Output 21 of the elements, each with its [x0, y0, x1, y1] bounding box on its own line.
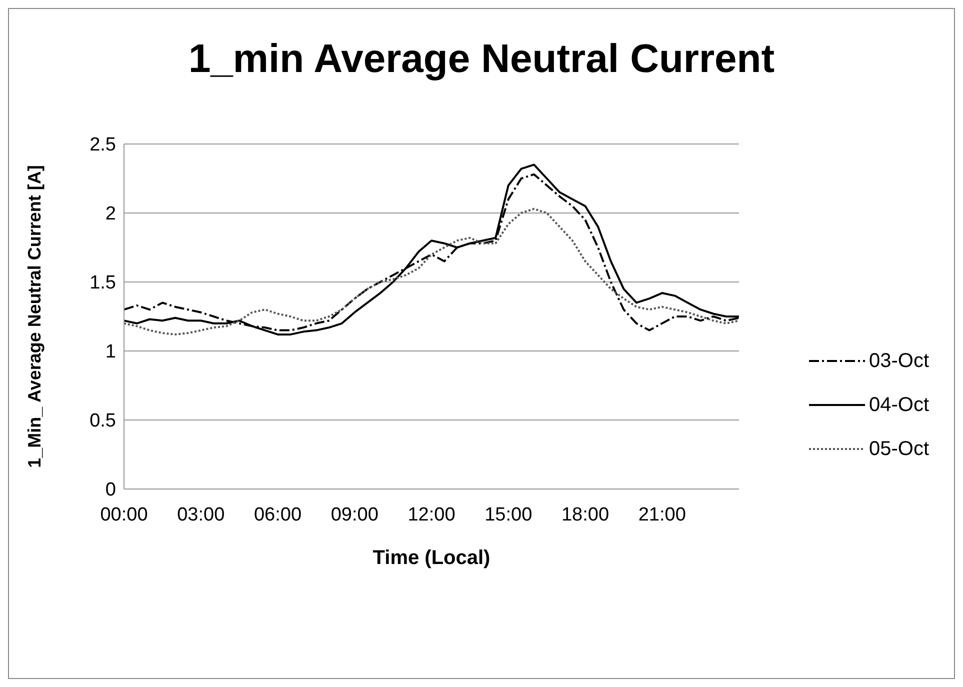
- line-series: [124, 208, 739, 336]
- legend-label: 05-Oct: [869, 438, 930, 460]
- y-tick-label: 2.5: [90, 134, 116, 156]
- y-axis-title: 1_Min_ Average Neutral Current [A]: [24, 165, 44, 468]
- x-tick-label: 12:00: [408, 504, 456, 526]
- legend-label: 04-Oct: [869, 394, 930, 416]
- x-tick-label: 18:00: [561, 504, 610, 526]
- y-tick-label: 0: [105, 480, 116, 501]
- y-tick-label: 2: [105, 204, 116, 225]
- chart-title: 1_min Average Neutral Current: [187, 37, 776, 82]
- legend-label: 03-Oct: [869, 350, 930, 372]
- x-tick-label: 03:00: [177, 504, 225, 526]
- x-tick-label: 09:00: [330, 504, 378, 526]
- x-tick-label: 15:00: [484, 504, 532, 526]
- y-tick-label: 0.5: [90, 410, 116, 432]
- x-tick-label: 00:00: [100, 504, 148, 526]
- y-tick-label: 1.5: [90, 272, 116, 294]
- x-axis-title: Time (Local): [372, 547, 490, 569]
- x-tick-label: 06:00: [254, 504, 302, 526]
- x-tick-label: 21:00: [638, 504, 686, 526]
- y-tick-label: 1: [105, 342, 116, 363]
